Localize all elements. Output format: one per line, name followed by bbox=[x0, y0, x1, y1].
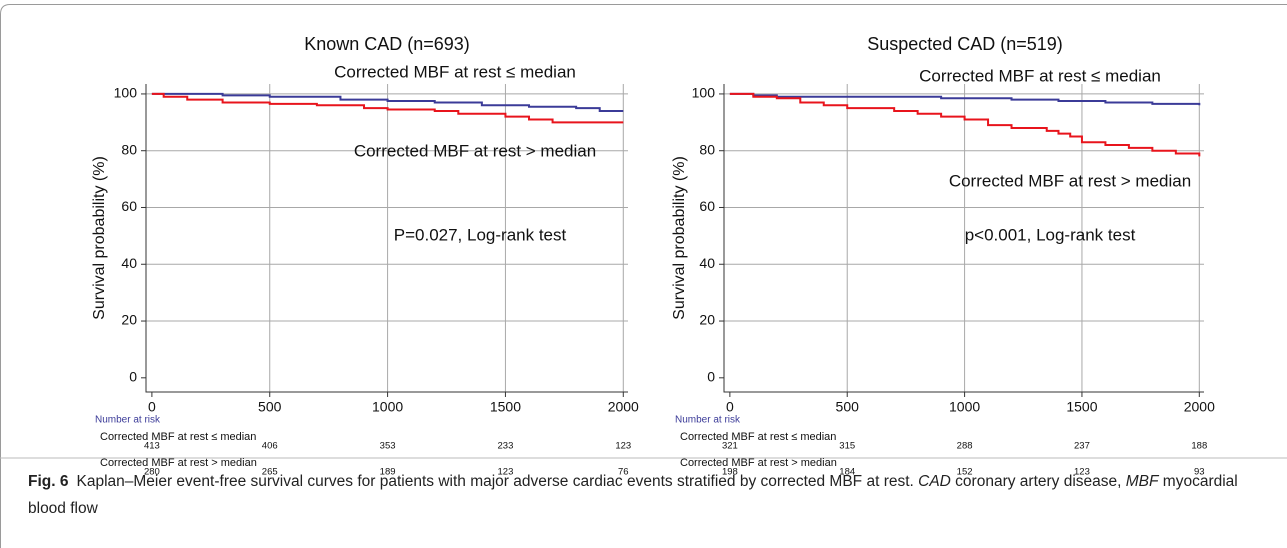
risk-count: 288 bbox=[957, 441, 973, 452]
risk-row-label: Corrected MBF at rest > median bbox=[100, 457, 257, 469]
risk-count: 76 bbox=[618, 467, 629, 478]
series-label: Corrected MBF at rest > median bbox=[354, 141, 596, 160]
x-tick-label: 2000 bbox=[608, 399, 639, 415]
risk-count: 189 bbox=[380, 467, 396, 478]
risk-count: 406 bbox=[262, 441, 278, 452]
risk-count: 233 bbox=[498, 441, 514, 452]
risk-row-label: Corrected MBF at rest > median bbox=[680, 457, 837, 469]
risk-count: 315 bbox=[839, 441, 855, 452]
y-axis-label: Survival probability (%) bbox=[91, 156, 108, 320]
x-tick-label: 2000 bbox=[1184, 399, 1215, 415]
x-tick-label: 1500 bbox=[490, 399, 521, 415]
x-tick-label: 0 bbox=[726, 399, 734, 415]
axes bbox=[723, 84, 1204, 393]
y-tick-label: 100 bbox=[114, 85, 138, 101]
annotation: p<0.001, Log-rank test bbox=[965, 225, 1136, 244]
caption-text: coronary artery disease, bbox=[950, 473, 1126, 490]
caption-text: myocardial blood flow bbox=[28, 473, 1238, 517]
y-tick-label: 80 bbox=[121, 141, 137, 157]
survival-curve bbox=[151, 92, 624, 124]
series-label: Corrected MBF at rest ≤ median bbox=[334, 62, 576, 81]
y-tick-label: 60 bbox=[699, 198, 715, 214]
risk-count: 123 bbox=[615, 441, 631, 452]
y-tick-label: 60 bbox=[121, 198, 137, 214]
caption-text: MBF bbox=[1125, 473, 1159, 490]
frame bbox=[0, 4, 1287, 548]
risk-row-label: Corrected MBF at rest ≤ median bbox=[680, 431, 836, 443]
caption: Fig. 6 Kaplan–Meier event-free survival c… bbox=[28, 468, 1258, 522]
y-tick-label: 100 bbox=[692, 85, 716, 101]
chart-title: Known CAD (n=693) bbox=[304, 34, 470, 54]
survival-curve bbox=[729, 92, 1201, 157]
risk-count: 188 bbox=[1191, 441, 1207, 452]
chart-title: Suspected CAD (n=519) bbox=[867, 34, 1063, 54]
caption-text: CAD bbox=[918, 473, 951, 490]
risk-count: 413 bbox=[144, 441, 160, 452]
risk-count: 353 bbox=[380, 441, 396, 452]
x-tick-label: 1000 bbox=[372, 399, 403, 415]
risk-count: 123 bbox=[498, 467, 514, 478]
annotation: P=0.027, Log-rank test bbox=[394, 225, 567, 244]
risk-count: 280 bbox=[144, 467, 160, 478]
risk-title: Number at risk bbox=[675, 415, 741, 426]
risk-count: 152 bbox=[957, 467, 973, 478]
series-label: Corrected MBF at rest ≤ median bbox=[919, 66, 1161, 85]
survival-curve bbox=[729, 92, 1201, 106]
caption-text: Kaplan–Meier event-free survival curves … bbox=[76, 473, 919, 490]
axes bbox=[145, 84, 628, 393]
y-tick-label: 40 bbox=[699, 255, 715, 271]
x-tick-label: 500 bbox=[836, 399, 860, 415]
risk-count: 93 bbox=[1194, 467, 1205, 478]
x-tick-label: 1000 bbox=[949, 399, 980, 415]
risk-count: 321 bbox=[722, 441, 738, 452]
y-tick-label: 80 bbox=[699, 141, 715, 157]
survival-curve bbox=[151, 92, 624, 112]
risk-count: 123 bbox=[1074, 467, 1090, 478]
x-tick-label: 0 bbox=[148, 399, 156, 415]
risk-count: 237 bbox=[1074, 441, 1090, 452]
risk-count: 184 bbox=[839, 467, 855, 478]
y-tick-label: 20 bbox=[699, 312, 715, 328]
y-tick-label: 0 bbox=[129, 369, 137, 385]
x-tick-label: 1500 bbox=[1066, 399, 1097, 415]
caption-label: Fig. 6 bbox=[28, 473, 69, 490]
y-tick-label: 20 bbox=[121, 312, 137, 328]
y-tick-label: 0 bbox=[707, 369, 715, 385]
risk-row-label: Corrected MBF at rest ≤ median bbox=[100, 431, 256, 443]
risk-count: 198 bbox=[722, 467, 738, 478]
series-label: Corrected MBF at rest > median bbox=[949, 171, 1191, 190]
y-axis-label: Survival probability (%) bbox=[671, 156, 688, 320]
risk-title: Number at risk bbox=[95, 415, 161, 426]
y-tick-label: 40 bbox=[121, 255, 137, 271]
x-tick-label: 500 bbox=[258, 399, 282, 415]
risk-count: 265 bbox=[262, 467, 278, 478]
